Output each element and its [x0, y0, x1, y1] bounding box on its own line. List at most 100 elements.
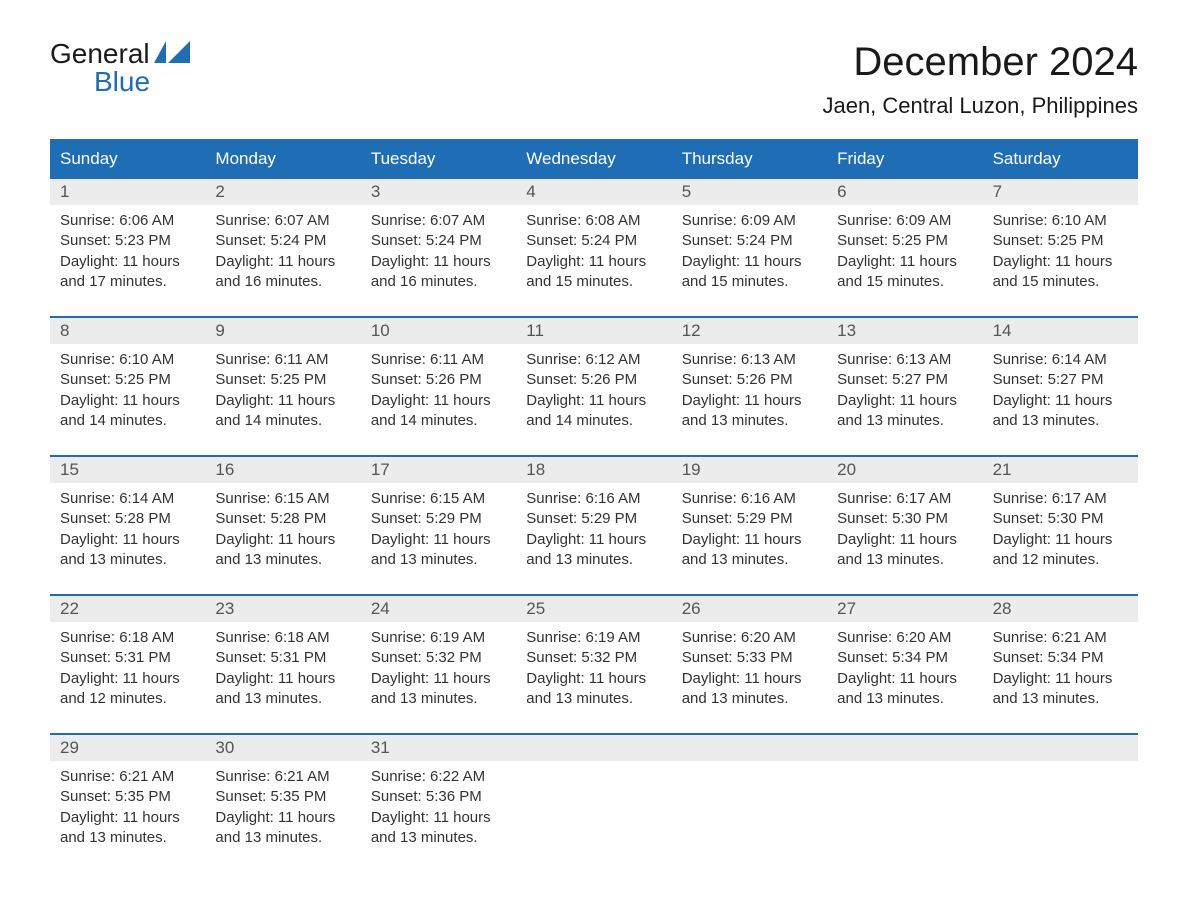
daylight-line: Daylight: 11 hours and 13 minutes.: [837, 391, 972, 432]
calendar: SundayMondayTuesdayWednesdayThursdayFrid…: [50, 139, 1138, 854]
sunset-line: Sunset: 5:30 PM: [993, 509, 1128, 529]
day-number-row: 891011121314: [50, 318, 1138, 344]
sunset-line: Sunset: 5:29 PM: [371, 509, 506, 529]
sunset-line: Sunset: 5:24 PM: [371, 231, 506, 251]
sunset-line: Sunset: 5:25 PM: [215, 370, 350, 390]
sunset-line: Sunset: 5:33 PM: [682, 648, 817, 668]
daylight-line: Daylight: 11 hours and 14 minutes.: [526, 391, 661, 432]
day-number: 3: [361, 179, 516, 205]
sunrise-line: Sunrise: 6:21 AM: [215, 767, 350, 787]
day-number: 9: [205, 318, 360, 344]
day-cell: Sunrise: 6:13 AMSunset: 5:27 PMDaylight:…: [827, 344, 982, 437]
daylight-line: Daylight: 11 hours and 15 minutes.: [993, 252, 1128, 293]
day-number: 15: [50, 457, 205, 483]
day-number: 6: [827, 179, 982, 205]
sunset-line: Sunset: 5:25 PM: [837, 231, 972, 251]
sunrise-line: Sunrise: 6:20 AM: [682, 628, 817, 648]
sunrise-line: Sunrise: 6:11 AM: [371, 350, 506, 370]
day-cell: Sunrise: 6:21 AMSunset: 5:34 PMDaylight:…: [983, 622, 1138, 715]
sunset-line: Sunset: 5:34 PM: [837, 648, 972, 668]
day-cell: Sunrise: 6:21 AMSunset: 5:35 PMDaylight:…: [50, 761, 205, 854]
daylight-line: Daylight: 11 hours and 13 minutes.: [993, 669, 1128, 710]
day-number: 1: [50, 179, 205, 205]
day-cell: Sunrise: 6:15 AMSunset: 5:28 PMDaylight:…: [205, 483, 360, 576]
day-cell: Sunrise: 6:21 AMSunset: 5:35 PMDaylight:…: [205, 761, 360, 854]
sunrise-line: Sunrise: 6:12 AM: [526, 350, 661, 370]
daylight-line: Daylight: 11 hours and 13 minutes.: [837, 530, 972, 571]
sunset-line: Sunset: 5:24 PM: [682, 231, 817, 251]
day-number: 2: [205, 179, 360, 205]
sunrise-line: Sunrise: 6:06 AM: [60, 211, 195, 231]
day-number: 5: [672, 179, 827, 205]
day-number: 21: [983, 457, 1138, 483]
day-cell: Sunrise: 6:18 AMSunset: 5:31 PMDaylight:…: [205, 622, 360, 715]
sunset-line: Sunset: 5:24 PM: [215, 231, 350, 251]
sunset-line: Sunset: 5:32 PM: [526, 648, 661, 668]
sunrise-line: Sunrise: 6:20 AM: [837, 628, 972, 648]
sunset-line: Sunset: 5:31 PM: [215, 648, 350, 668]
day-number: 16: [205, 457, 360, 483]
day-cell: Sunrise: 6:11 AMSunset: 5:26 PMDaylight:…: [361, 344, 516, 437]
day-cell: Sunrise: 6:19 AMSunset: 5:32 PMDaylight:…: [361, 622, 516, 715]
logo-text-bottom: Blue: [50, 68, 190, 96]
sunrise-line: Sunrise: 6:13 AM: [682, 350, 817, 370]
sunset-line: Sunset: 5:27 PM: [837, 370, 972, 390]
logo: General Blue: [50, 40, 190, 96]
day-cell: Sunrise: 6:06 AMSunset: 5:23 PMDaylight:…: [50, 205, 205, 298]
calendar-week: 22232425262728Sunrise: 6:18 AMSunset: 5:…: [50, 594, 1138, 715]
daylight-line: Daylight: 11 hours and 13 minutes.: [60, 808, 195, 849]
day-cell: Sunrise: 6:09 AMSunset: 5:25 PMDaylight:…: [827, 205, 982, 298]
day-cell: [827, 761, 982, 854]
daylight-line: Daylight: 11 hours and 13 minutes.: [526, 530, 661, 571]
daylight-line: Daylight: 11 hours and 13 minutes.: [60, 530, 195, 571]
day-cell: Sunrise: 6:07 AMSunset: 5:24 PMDaylight:…: [361, 205, 516, 298]
sunset-line: Sunset: 5:26 PM: [371, 370, 506, 390]
day-number: 28: [983, 596, 1138, 622]
month-title: December 2024: [822, 40, 1138, 85]
day-number: 22: [50, 596, 205, 622]
day-cell: Sunrise: 6:13 AMSunset: 5:26 PMDaylight:…: [672, 344, 827, 437]
daylight-line: Daylight: 11 hours and 13 minutes.: [215, 808, 350, 849]
day-cell: Sunrise: 6:20 AMSunset: 5:34 PMDaylight:…: [827, 622, 982, 715]
day-number: 27: [827, 596, 982, 622]
sunset-line: Sunset: 5:27 PM: [993, 370, 1128, 390]
day-number-row: 15161718192021: [50, 457, 1138, 483]
day-number: 19: [672, 457, 827, 483]
sunset-line: Sunset: 5:26 PM: [682, 370, 817, 390]
sunset-line: Sunset: 5:28 PM: [215, 509, 350, 529]
daylight-line: Daylight: 11 hours and 12 minutes.: [60, 669, 195, 710]
sunset-line: Sunset: 5:24 PM: [526, 231, 661, 251]
sunrise-line: Sunrise: 6:15 AM: [371, 489, 506, 509]
daylight-line: Daylight: 11 hours and 14 minutes.: [60, 391, 195, 432]
day-number: 31: [361, 735, 516, 761]
sunrise-line: Sunrise: 6:10 AM: [60, 350, 195, 370]
day-cell: Sunrise: 6:20 AMSunset: 5:33 PMDaylight:…: [672, 622, 827, 715]
day-number: 23: [205, 596, 360, 622]
daylight-line: Daylight: 11 hours and 13 minutes.: [682, 530, 817, 571]
day-cell: Sunrise: 6:17 AMSunset: 5:30 PMDaylight:…: [983, 483, 1138, 576]
daylight-line: Daylight: 11 hours and 13 minutes.: [682, 391, 817, 432]
page-header: General Blue December 2024 Jaen, Central…: [50, 40, 1138, 119]
sunset-line: Sunset: 5:35 PM: [215, 787, 350, 807]
sunrise-line: Sunrise: 6:16 AM: [682, 489, 817, 509]
day-cell: Sunrise: 6:09 AMSunset: 5:24 PMDaylight:…: [672, 205, 827, 298]
sunrise-line: Sunrise: 6:13 AM: [837, 350, 972, 370]
day-number-row: 22232425262728: [50, 596, 1138, 622]
sunrise-line: Sunrise: 6:14 AM: [993, 350, 1128, 370]
day-number: 18: [516, 457, 671, 483]
sunset-line: Sunset: 5:36 PM: [371, 787, 506, 807]
logo-text-top: General: [50, 40, 150, 68]
sunrise-line: Sunrise: 6:18 AM: [60, 628, 195, 648]
sunrise-line: Sunrise: 6:19 AM: [526, 628, 661, 648]
daylight-line: Daylight: 11 hours and 13 minutes.: [993, 391, 1128, 432]
day-number: 8: [50, 318, 205, 344]
sunrise-line: Sunrise: 6:19 AM: [371, 628, 506, 648]
day-cell: Sunrise: 6:14 AMSunset: 5:28 PMDaylight:…: [50, 483, 205, 576]
sunset-line: Sunset: 5:25 PM: [60, 370, 195, 390]
sunrise-line: Sunrise: 6:14 AM: [60, 489, 195, 509]
day-number: 20: [827, 457, 982, 483]
sunrise-line: Sunrise: 6:09 AM: [837, 211, 972, 231]
sunrise-line: Sunrise: 6:22 AM: [371, 767, 506, 787]
day-number: 7: [983, 179, 1138, 205]
day-number: 13: [827, 318, 982, 344]
